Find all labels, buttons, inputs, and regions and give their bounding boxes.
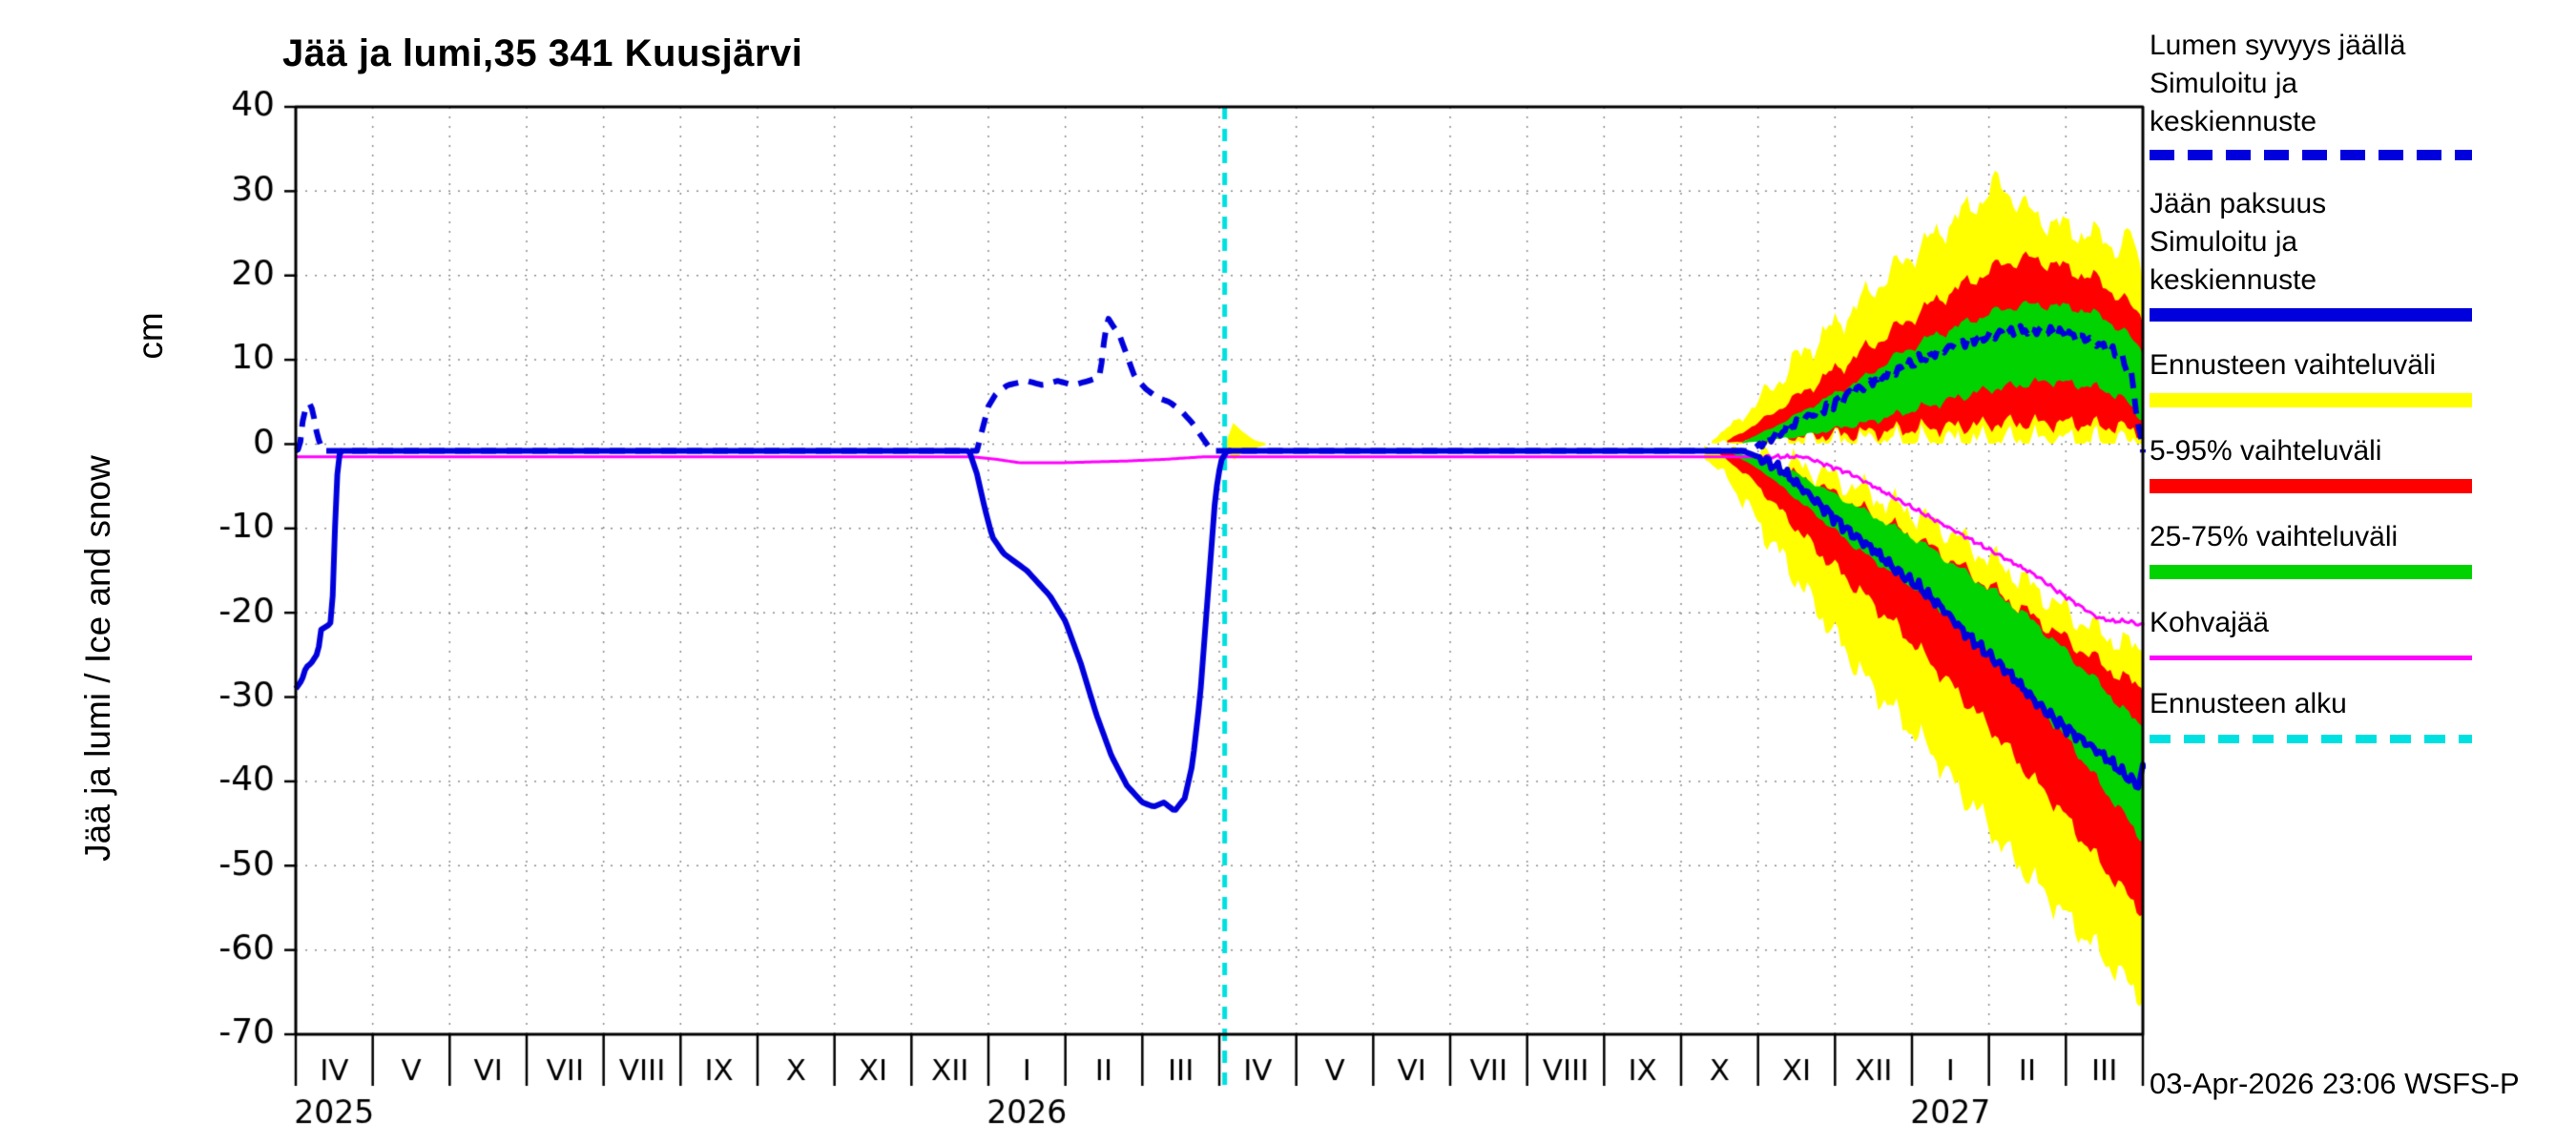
legend-item-forecast-start: Ennusteen alku <box>2150 685 2472 743</box>
legend-item-label: Simuloitu ja keskiennuste <box>2150 226 2317 296</box>
legend-item-5-95: 5-95% vaihteluväli <box>2150 432 2472 493</box>
legend-item-label: 25-75% vaihteluväli <box>2150 521 2399 552</box>
y-axis-label: Jää ja lumi / Ice and snow <box>78 455 117 862</box>
legend-item-label: Lumen syvyys jäällä <box>2150 30 2406 61</box>
legend-item-ice-thickness: Jään paksuus Simuloitu ja keskiennuste <box>2150 185 2472 322</box>
blue-solid-line-swatch <box>2150 308 2472 322</box>
legend-item-label: Ennusteen vaihteluväli <box>2150 349 2437 381</box>
legend-item-label: Kohvajää <box>2150 607 2270 638</box>
cyan-dashed-line-swatch <box>2150 735 2472 743</box>
legend-item-label: Jään paksuus <box>2150 188 2327 219</box>
yellow-band-swatch <box>2150 393 2472 407</box>
legend-item-label: 5-95% vaihteluväli <box>2150 435 2382 467</box>
legend-item-kohvajaa: Kohvajää <box>2150 604 2472 660</box>
y-axis-unit: cm <box>131 312 170 360</box>
legend: Lumen syvyys jäällä Simuloitu ja keskien… <box>2150 27 2472 768</box>
chart-title: Jää ja lumi,35 341 Kuusjärvi <box>282 32 803 74</box>
green-band-swatch <box>2150 565 2472 579</box>
red-band-swatch <box>2150 479 2472 493</box>
legend-item-label: Simuloitu ja keskiennuste <box>2150 68 2317 137</box>
legend-item-25-75: 25-75% vaihteluväli <box>2150 518 2472 579</box>
magenta-line-swatch <box>2150 656 2472 660</box>
legend-item-label: Ennusteen alku <box>2150 688 2347 719</box>
timestamp: 03-Apr-2026 23:06 WSFS-P <box>2150 1067 2520 1100</box>
legend-item-snow-depth: Lumen syvyys jäällä Simuloitu ja keskien… <box>2150 27 2472 160</box>
blue-dashed-line-swatch <box>2150 150 2472 160</box>
legend-item-forecast-range: Ennusteen vaihteluväli <box>2150 346 2472 407</box>
